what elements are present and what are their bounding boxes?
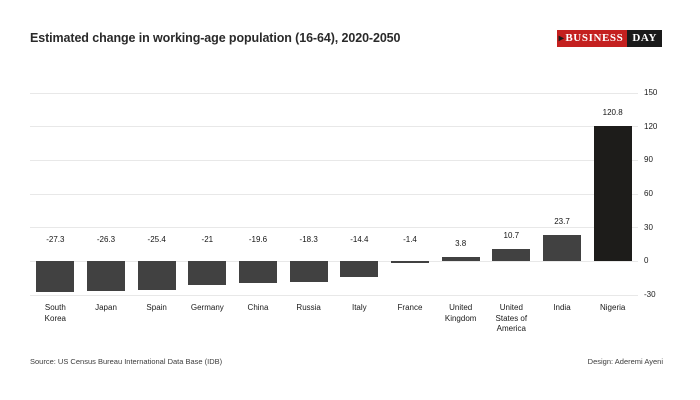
gridline xyxy=(30,294,638,296)
bar-value-label: -14.4 xyxy=(350,235,369,245)
gridline xyxy=(30,260,638,262)
x-tick-label: Spain xyxy=(127,303,187,314)
bar-value-label: 10.7 xyxy=(503,231,520,241)
y-tick-label: 150 xyxy=(644,88,658,97)
bar-united-kingdom xyxy=(441,257,480,262)
x-tick-line: United xyxy=(499,303,523,312)
y-tick-label: -30 xyxy=(644,290,656,299)
x-tick-line: China xyxy=(247,303,269,312)
bar-japan xyxy=(87,261,125,291)
x-tick-label: France xyxy=(380,303,440,314)
page-title: Estimated change in working-age populati… xyxy=(30,31,401,45)
x-tick-line: States of xyxy=(495,313,528,323)
x-tick-line: South xyxy=(44,303,66,312)
source-note: Source: US Census Bureau International D… xyxy=(30,357,223,366)
gridline xyxy=(30,159,638,161)
bar-india xyxy=(543,234,581,262)
gridline xyxy=(30,227,638,229)
bar-value-label: -27.3 xyxy=(46,235,65,245)
bar-value-label: -21 xyxy=(201,235,214,245)
x-tick-label: Nigeria xyxy=(583,303,643,314)
x-tick-label: South Korea xyxy=(25,303,85,324)
x-tick-line: Japan xyxy=(95,303,117,312)
x-tick-label: United States of America xyxy=(481,303,541,335)
bar-united-states-of-america xyxy=(492,249,531,262)
gridline xyxy=(30,92,638,94)
x-tick-line: Russia xyxy=(296,303,321,312)
gridline xyxy=(30,193,638,195)
y-tick-label: 90 xyxy=(644,155,653,165)
bar-germany xyxy=(188,261,227,285)
plot-area: 150 120 90 60 30 0 -30 -27.3 South Korea -26.3 Japa… xyxy=(30,88,657,333)
x-tick-line: Kingdom xyxy=(444,313,477,323)
y-tick-label: 0 xyxy=(644,256,649,266)
bar-value-label: 3.8 xyxy=(455,239,467,249)
businessday-logo: ▸ BUSINESS DAY xyxy=(556,30,662,47)
x-tick-line: France xyxy=(397,303,423,312)
bar-china xyxy=(239,261,277,284)
bar-value-label: 23.7 xyxy=(554,216,570,226)
x-tick-line: Spain xyxy=(146,303,167,312)
x-tick-label: China xyxy=(228,303,288,314)
x-tick-line: Germany xyxy=(190,303,224,312)
x-tick-line: Italy xyxy=(351,303,367,312)
x-tick-line: India xyxy=(553,303,571,312)
x-tick-label: Italy xyxy=(329,303,389,314)
bar-russia xyxy=(289,261,328,282)
logo-business-text: BUSINESS xyxy=(565,32,624,44)
x-tick-line: Nigeria xyxy=(599,303,626,312)
bar-italy xyxy=(340,261,379,278)
x-tick-label: Russia xyxy=(279,303,339,314)
y-tick-label: 60 xyxy=(644,189,653,198)
design-credit: Design: Aderemi Ayeni xyxy=(587,357,663,366)
bar-france xyxy=(391,261,429,264)
bar-value-label: 120.8 xyxy=(602,107,623,117)
bar-value-label: -18.3 xyxy=(299,235,318,245)
logo-business-segment: ▸ BUSINESS xyxy=(556,30,628,47)
y-tick-label: 30 xyxy=(644,222,653,232)
x-tick-label: Germany xyxy=(177,303,237,314)
bar-value-label: -19.6 xyxy=(248,235,268,245)
x-tick-label: Japan xyxy=(76,303,136,314)
bar-value-label: -25.4 xyxy=(147,235,166,245)
bar-value-label: -26.3 xyxy=(96,235,116,245)
x-tick-label: United Kingdom xyxy=(431,303,491,324)
bar-nigeria xyxy=(593,125,632,262)
bar-value-label: -1.4 xyxy=(403,235,417,245)
logo-arrow-icon: ▸ xyxy=(558,32,565,44)
x-tick-line: Korea xyxy=(44,313,67,323)
x-tick-line: United xyxy=(449,303,473,312)
gridline xyxy=(30,126,638,128)
logo-day-text: DAY xyxy=(627,30,662,47)
x-tick-line: America xyxy=(496,324,526,333)
bar-south-korea xyxy=(36,261,75,292)
bar-spain xyxy=(137,261,176,290)
y-tick-label: 120 xyxy=(644,121,658,131)
x-tick-label: India xyxy=(532,303,592,314)
